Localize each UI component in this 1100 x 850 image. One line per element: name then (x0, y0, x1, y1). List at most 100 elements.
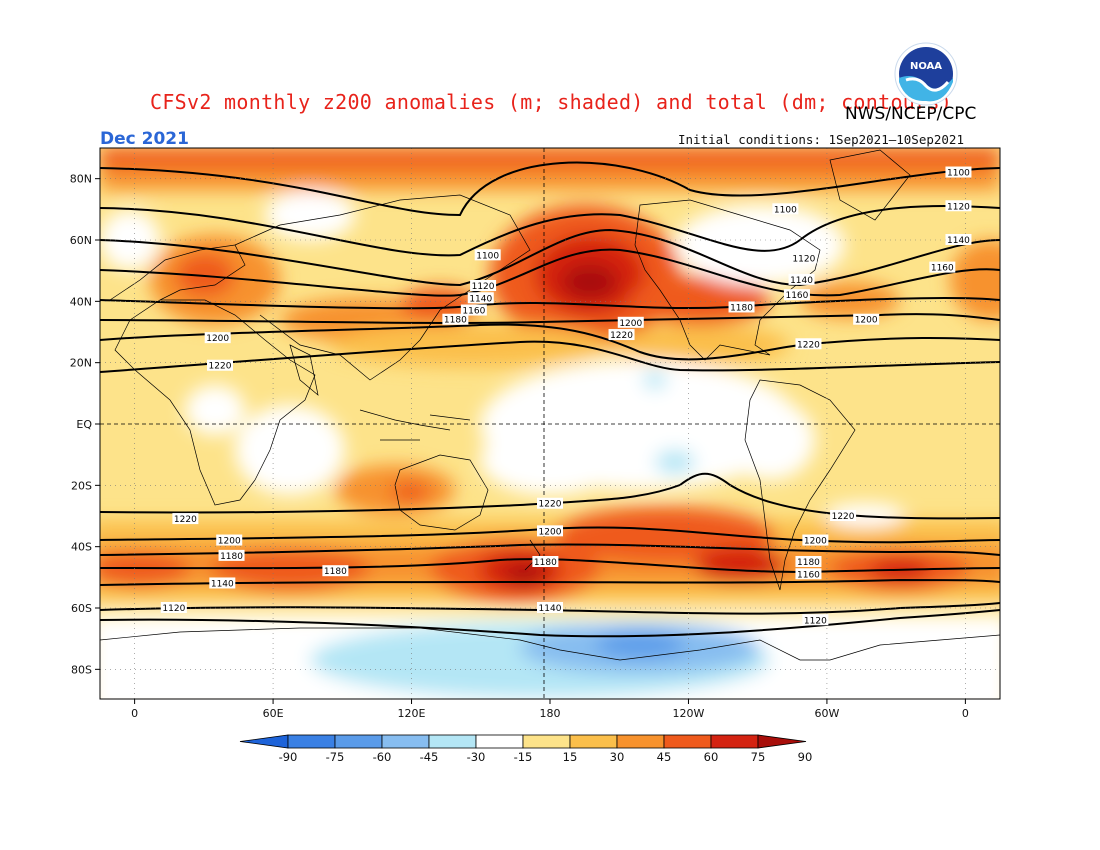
svg-text:1180: 1180 (797, 558, 820, 568)
lat-tick-label: 40N (70, 295, 92, 308)
colorbar-label: -90 (279, 750, 298, 764)
colorbar-swatch (381, 734, 430, 749)
colorbar-swatch (522, 734, 571, 749)
contour-label: 1120 (470, 280, 497, 292)
svg-text:1120: 1120 (947, 202, 970, 212)
lat-tick-label: 80N (70, 173, 92, 186)
contour-label: 1140 (467, 292, 494, 304)
contour-label: 1160 (783, 289, 810, 301)
svg-text:1160: 1160 (931, 264, 954, 274)
colorbar-label: 60 (704, 750, 719, 764)
lat-tick-label: EQ (76, 418, 92, 431)
reference-lines (100, 148, 1000, 699)
contour-label: 1200 (204, 332, 231, 344)
lat-tick-label: 20S (71, 479, 92, 492)
svg-text:1200: 1200 (855, 316, 878, 326)
lat-tick-label: 60S (71, 602, 92, 615)
lon-tick-label: 60W (814, 707, 839, 720)
contour-label: 1220 (608, 329, 635, 341)
lat-tick-label: 80S (71, 663, 92, 676)
contour-label: 1220 (172, 513, 199, 525)
svg-text:1120: 1120 (472, 282, 495, 292)
svg-text:1140: 1140 (947, 236, 970, 246)
contour-label: 1100 (772, 203, 799, 215)
colorbar-right-arrow (757, 734, 807, 749)
colorbar-label: 75 (751, 750, 766, 764)
svg-text:1220: 1220 (832, 512, 855, 522)
svg-text:1200: 1200 (539, 527, 562, 537)
height-contours (100, 161, 1000, 638)
contour-label: 1220 (537, 497, 563, 510)
svg-text:1140: 1140 (539, 604, 562, 614)
forecast-month: Dec 2021 (100, 129, 189, 149)
noaa-logo-text: NOAA (910, 61, 942, 72)
colorbar-label: 30 (610, 750, 625, 764)
svg-text:1180: 1180 (444, 316, 467, 326)
noaa-logo-icon: NOAA (894, 42, 958, 106)
colorbar-swatch (428, 734, 477, 749)
contour-label: 1180 (795, 556, 822, 568)
colorbar-label: -15 (514, 750, 533, 764)
contour-label: 1200 (617, 316, 644, 329)
lat-tick-label: 60N (70, 234, 92, 247)
lat-tick-label: 40S (71, 541, 92, 554)
longitude-axis: 0 60E 120E 180 120W 60W 0 (131, 699, 969, 720)
contour-label: 1160 (929, 261, 956, 274)
map-title: CFSv2 monthly z200 anomalies (m; shaded)… (150, 90, 953, 114)
contour-label: 1140 (945, 234, 972, 246)
svg-text:1180: 1180 (220, 552, 243, 562)
svg-text:1200: 1200 (218, 537, 241, 547)
contour-label: 1160 (795, 568, 822, 580)
contour-label: 1140 (788, 273, 815, 286)
org-label: NWS/NCEP/CPC (845, 104, 977, 124)
contour-label: 1140 (537, 602, 563, 614)
contour-label: 1200 (537, 525, 563, 537)
lat-tick-label: 20N (70, 357, 92, 370)
lon-tick-label: 120W (673, 707, 705, 720)
svg-text:1180: 1180 (534, 558, 557, 568)
contour-label: 1200 (802, 534, 829, 547)
colorbar-label: -75 (326, 750, 345, 764)
lon-tick-label: 60E (263, 707, 284, 720)
contour-label: 1120 (790, 252, 817, 264)
colorbar-swatch (616, 734, 665, 749)
gridlines (100, 148, 1000, 699)
contour-label: 1180 (322, 565, 349, 577)
svg-text:1120: 1120 (804, 616, 827, 626)
contour-label: 1100 (945, 166, 972, 179)
contour-label: 1220 (795, 338, 822, 350)
svg-text:1200: 1200 (804, 537, 827, 547)
svg-text:1160: 1160 (462, 307, 485, 317)
svg-text:1140: 1140 (790, 276, 813, 286)
colorbar-swatch (475, 734, 524, 749)
colorbar-swatch (663, 734, 712, 749)
colorbar-left-arrow (239, 734, 289, 749)
svg-text:1100: 1100 (947, 169, 970, 179)
svg-text:1220: 1220 (797, 340, 820, 350)
contour-label: 1200 (853, 313, 880, 326)
svg-text:1220: 1220 (539, 500, 562, 510)
svg-text:1120: 1120 (792, 254, 815, 264)
contour-label: 1180 (728, 301, 755, 313)
lon-tick-label: 0 (131, 707, 138, 720)
contour-label: 1220 (207, 359, 233, 372)
contour-label: 1200 (216, 534, 243, 547)
colorbar-label: 45 (657, 750, 672, 764)
svg-text:1220: 1220 (174, 515, 197, 525)
colorbar: -90 -75 -60 -45 -30 -15 15 30 45 60 75 90 (239, 734, 812, 764)
contour-label: 1180 (532, 556, 559, 568)
svg-text:1220: 1220 (610, 331, 633, 341)
contour-label: 1220 (830, 510, 857, 522)
coastlines (100, 149, 1000, 661)
contour-label: 1160 (460, 304, 487, 317)
svg-text:1140: 1140 (211, 579, 234, 589)
lon-tick-label: 180 (540, 707, 561, 720)
contour-label: 1120 (945, 200, 972, 212)
svg-text:1100: 1100 (774, 205, 797, 215)
contour-label: 1180 (442, 313, 469, 326)
contour-label: 1120 (160, 602, 187, 614)
svg-text:1120: 1120 (162, 604, 185, 614)
svg-text:1100: 1100 (476, 251, 499, 261)
